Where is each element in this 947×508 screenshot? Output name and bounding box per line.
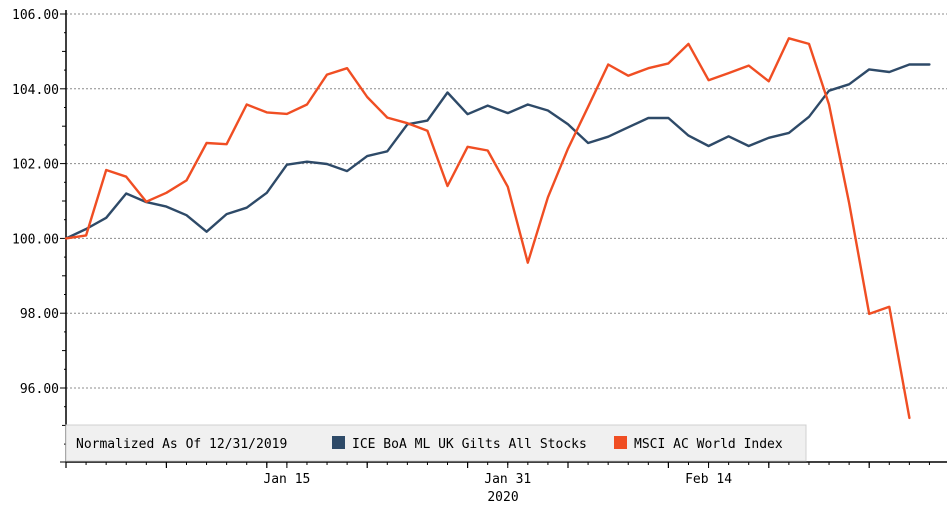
legend-swatch-gilts — [332, 436, 345, 449]
legend-label-msci: MSCI AC World Index — [634, 437, 783, 452]
y-tick-label: 104.00 — [12, 83, 59, 98]
legend-label-gilts: ICE BoA ML UK Gilts All Stocks — [352, 437, 587, 452]
y-axis: 106.00 104.00 102.00 100.00 98.00 96.00 — [12, 8, 67, 463]
y-tick-label: 102.00 — [12, 158, 59, 173]
x-axis: Jan 15 Jan 31 Feb 14 — [65, 461, 947, 487]
x-tick-label: Jan 31 — [484, 472, 531, 487]
series-lines — [64, 37, 931, 420]
series-line-msci — [64, 37, 911, 420]
legend-background — [65, 424, 807, 462]
y-tick-label: 98.00 — [20, 307, 59, 322]
legend-swatch-msci — [614, 436, 627, 449]
y-tick-label: 100.00 — [12, 232, 59, 247]
legend: Normalized As Of 12/31/2019 ICE BoA ML U… — [65, 424, 807, 462]
x-axis-year-label: 2020 — [487, 490, 518, 505]
legend-normalized-label: Normalized As Of 12/31/2019 — [76, 437, 287, 452]
series-line-gilts — [64, 63, 931, 240]
y-tick-label: 106.00 — [12, 8, 59, 23]
gridlines — [66, 13, 947, 389]
x-tick-label: Jan 15 — [263, 472, 310, 487]
y-tick-label: 96.00 — [20, 382, 59, 397]
x-tick-label: Feb 14 — [685, 472, 732, 487]
